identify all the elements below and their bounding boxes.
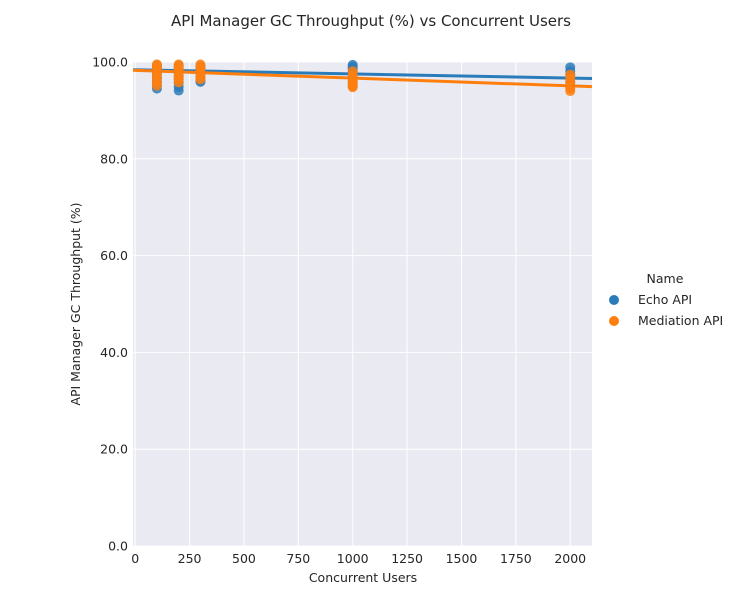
legend-label-echo-api: Echo API [638,292,692,307]
y-tick-label: 20.0 [100,442,128,457]
y-axis-label: API Manager GC Throughput (%) [68,202,83,405]
x-tick-label: 2000 [554,551,586,566]
x-tick-label: 500 [232,551,256,566]
plot-area [133,62,592,546]
grid-lines [133,61,592,547]
point-mediation-api [347,82,358,93]
y-tick-label: 0.0 [108,539,128,554]
regression-line-mediation-api [132,68,593,89]
legend-marker-mediation-api [609,316,619,326]
data-points [151,59,576,97]
point-echo-api [173,85,184,96]
x-tick-label: 1250 [391,551,423,566]
tick-labels: 0 250 500 750 1000 1250 1500 1750 2000 0.0 20.0 40.… [92,55,586,567]
point-mediation-api [151,80,162,91]
x-axis-label: Concurrent Users [309,570,417,585]
x-tick-label: 1750 [500,551,532,566]
legend-marker-echo-api [609,295,619,305]
legend-title: Name [647,271,684,286]
x-tick-label: 750 [286,551,310,566]
chart-title: API Manager GC Throughput (%) vs Concurr… [171,12,571,30]
x-tick-label: 0 [131,551,139,566]
regression-line-echo-api [132,68,593,80]
y-tick-label: 100.0 [92,55,128,70]
legend-label-mediation-api: Mediation API [638,313,723,328]
point-mediation-api [195,74,206,85]
point-mediation-api [565,86,576,97]
y-tick-label: 80.0 [100,151,128,166]
point-mediation-api [173,77,184,88]
regression-lines [132,68,593,89]
x-tick-label: 1000 [337,551,369,566]
x-tick-label: 1500 [446,551,478,566]
x-tick-label: 250 [178,551,202,566]
legend: Name Echo API Mediation API [609,271,723,328]
y-tick-label: 60.0 [100,248,128,263]
y-tick-label: 40.0 [100,345,128,360]
